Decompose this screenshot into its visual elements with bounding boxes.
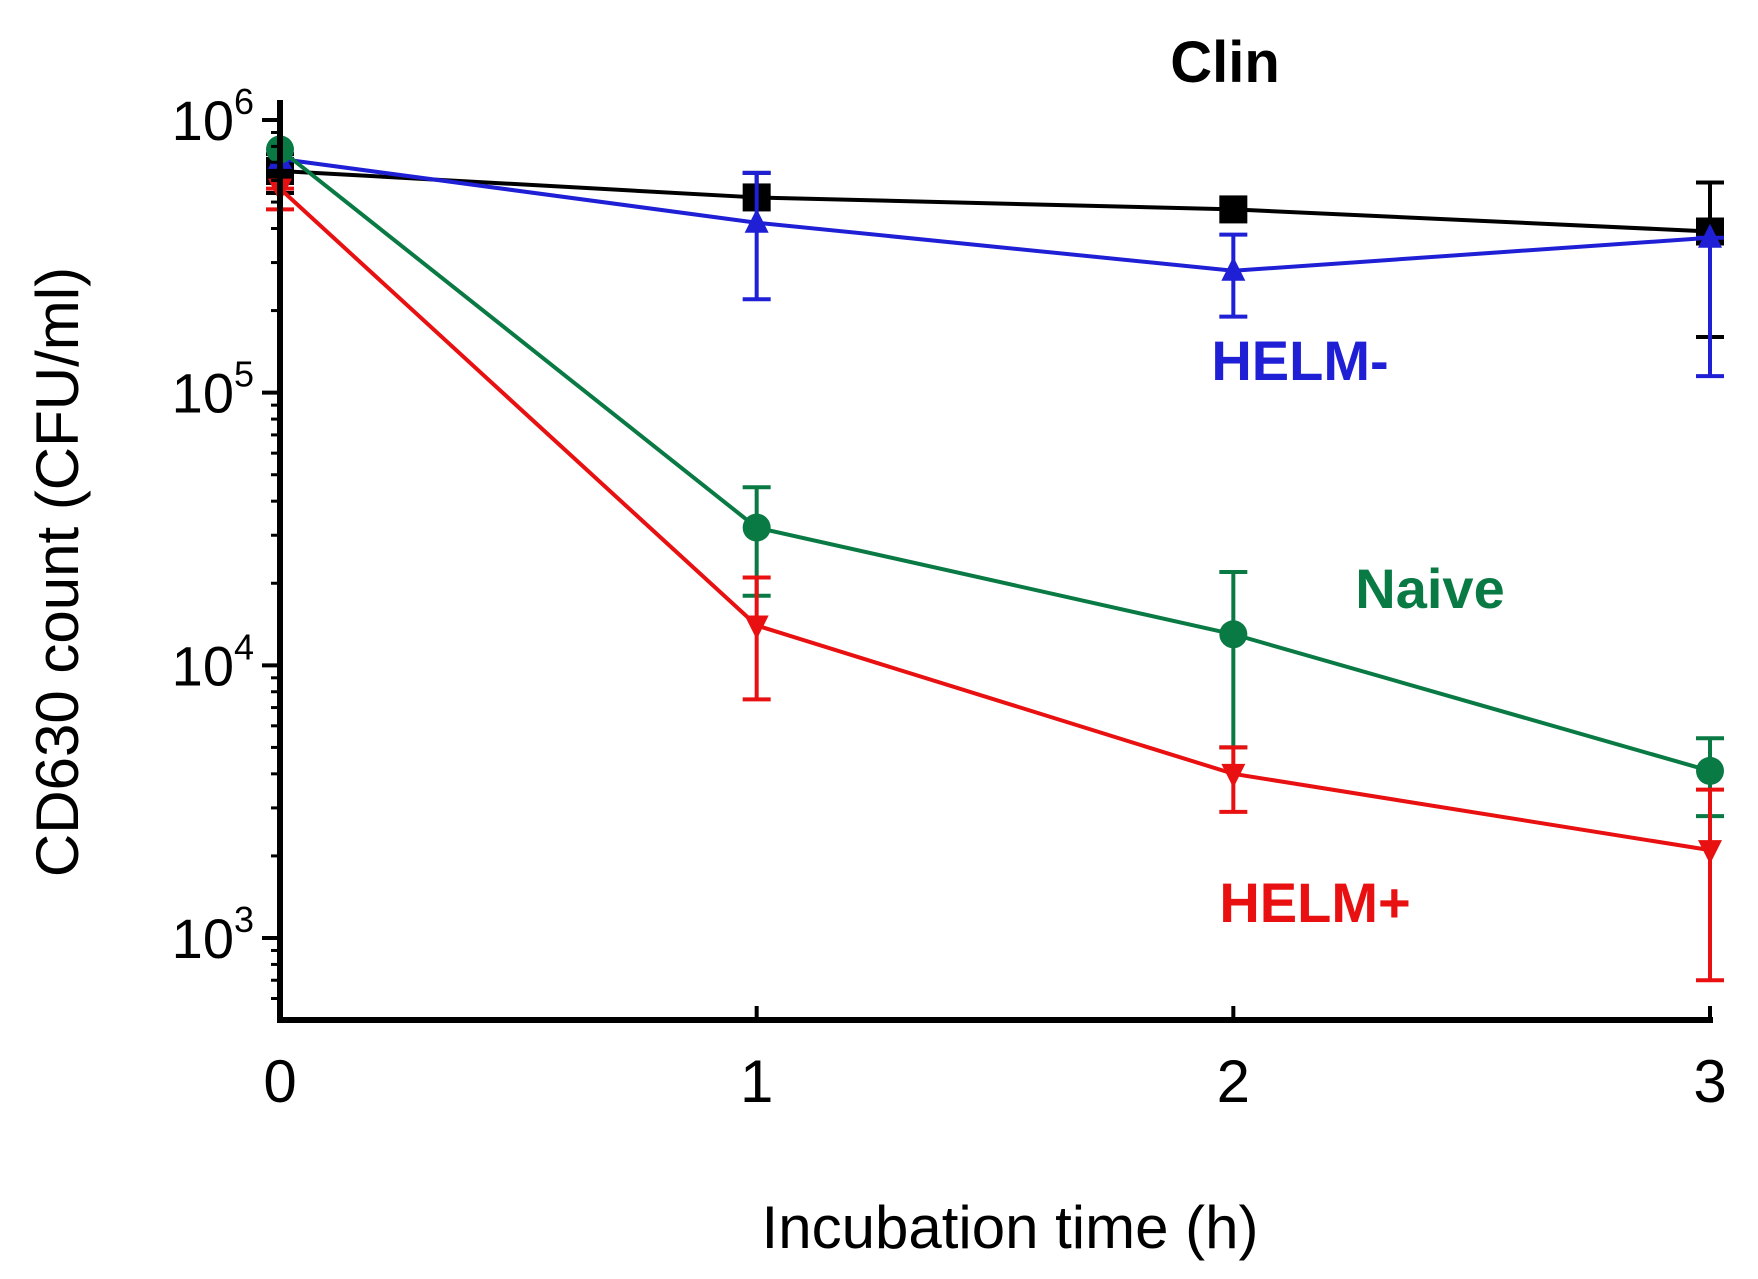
y-tick-label: 103 [172, 899, 254, 970]
y-tick-label: 104 [172, 626, 254, 697]
series-helm- [266, 178, 1724, 983]
x-tick-label: 0 [263, 1048, 296, 1115]
y-tick-label: 106 [172, 81, 254, 152]
data-point-circle [1219, 620, 1248, 649]
series-helm- [268, 144, 1724, 379]
series-label: HELM- [1211, 329, 1388, 392]
data-point-triangle-down [1698, 840, 1722, 865]
data-point-triangle-up [1698, 223, 1722, 248]
series-line [279, 169, 1711, 234]
data-point-circle [1696, 756, 1724, 785]
data-point-triangle-up [1221, 256, 1246, 281]
label-layer: HELM- Naive HELM+ [1211, 329, 1504, 934]
chart-title: Clin [1170, 30, 1280, 95]
x-axis-label: Incubation time (h) [762, 1194, 1259, 1261]
y-axis-label: CD630 count (CFU/ml) [24, 267, 91, 877]
series-line [278, 147, 1711, 773]
data-point-triangle-down [744, 615, 769, 640]
y-tick-label: 105 [172, 354, 254, 425]
axes-layer: 103 104 105 106 0 1 2 3 [172, 81, 1727, 1115]
x-tick-label: 1 [740, 1048, 773, 1115]
data-point-circle [742, 513, 771, 542]
series-line [279, 156, 1711, 273]
series-layer [266, 135, 1724, 983]
series-line [278, 187, 1711, 853]
data-point-triangle-up [744, 208, 769, 233]
x-tick-label: 3 [1693, 1048, 1726, 1115]
series-label: Naive [1355, 557, 1504, 620]
x-tick-label: 2 [1217, 1048, 1250, 1115]
data-point-triangle-down [1221, 763, 1246, 788]
data-point-square [1219, 195, 1248, 224]
series-label: HELM+ [1219, 871, 1410, 934]
